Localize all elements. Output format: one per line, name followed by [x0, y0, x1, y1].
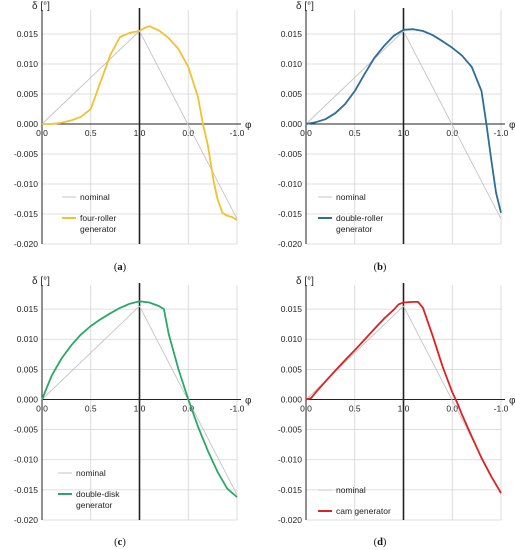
legend-label-generator: cam generator: [336, 506, 391, 516]
generator-series-line: [41, 300, 238, 498]
y-tick-label: -0.005: [14, 425, 38, 435]
y-tick-label: -0.015: [278, 209, 302, 219]
chart-panel-c: 0.015 0.010 0.005 0.000 -0.005 -0.010 -0.015 -0…: [14, 276, 252, 548]
y-tick-label: 0.005: [281, 364, 303, 374]
x-axis-label: φ: [509, 120, 515, 131]
y-tick-label: -0.020: [14, 239, 38, 249]
y-tick-label: 0.005: [281, 89, 303, 99]
legend-label-generator: double-roller generator: [336, 213, 383, 234]
y-tick-label: 0.015: [281, 29, 303, 39]
x-axis-label: φ: [245, 120, 252, 131]
panel-caption: (b): [374, 262, 387, 273]
generator-series-line: [305, 28, 502, 214]
x-tick-label: 0.0: [300, 403, 312, 413]
nominal-series-line: [305, 30, 502, 220]
x-tick-label: -1.0: [230, 403, 245, 413]
generator-series-line: [305, 300, 502, 494]
y-axis-label: δ [°]: [32, 1, 50, 12]
legend: nominal cam generator: [318, 485, 391, 516]
x-tick-label: 0.5: [349, 403, 361, 413]
y-tick-label: 0.010: [281, 59, 303, 69]
chart-panel-d: 0.015 0.010 0.005 0.000 -0.005 -0.010 -0.015 -0…: [278, 276, 515, 548]
legend: nominal four-roller generator: [62, 192, 117, 234]
x-tick-label: -1.0: [494, 128, 509, 138]
generator-series-line: [42, 25, 238, 221]
legend-label-generator: four-roller generator: [80, 213, 117, 234]
x-tick-label: 1.0: [398, 128, 410, 138]
y-axis-label: δ [°]: [296, 1, 314, 12]
x-axis-label: φ: [245, 395, 252, 406]
chart-panel-a: 0.015 0.010 0.005 0.000 -0.005 -0.010 -0.015 -0…: [14, 1, 252, 273]
y-tick-label: 0.005: [17, 89, 39, 99]
y-tick-label: 0.000: [17, 394, 39, 404]
y-axis-label: δ [°]: [296, 276, 314, 287]
y-tick-label: -0.005: [278, 149, 302, 159]
panel-caption: (a): [114, 262, 127, 273]
y-tick-label: 0.000: [281, 394, 303, 404]
legend-label-nominal: nominal: [76, 468, 106, 478]
y-tick-label: -0.010: [14, 455, 38, 465]
y-tick-label: 0.015: [281, 304, 303, 314]
y-tick-label: -0.005: [278, 425, 302, 435]
y-tick-label: -0.020: [14, 515, 38, 525]
x-tick-label: 0.0: [300, 128, 312, 138]
y-tick-label: 0.015: [17, 29, 39, 39]
y-axis-label: δ [°]: [32, 276, 50, 287]
y-tick-label: 0.010: [17, 59, 39, 69]
x-tick-label: 0.5: [349, 128, 361, 138]
y-tick-label: -0.015: [278, 485, 302, 495]
y-tick-label: -0.010: [14, 179, 38, 189]
y-tick-label: -0.020: [278, 515, 302, 525]
x-tick-label: 0.0: [182, 403, 194, 413]
y-tick-label: -0.005: [14, 149, 38, 159]
x-tick-label: 0.0: [446, 128, 458, 138]
x-tick-label: 0.0: [36, 128, 48, 138]
y-tick-label: 0.010: [17, 334, 39, 344]
x-tick-label: 1.0: [398, 403, 410, 413]
y-tick-label: 0.005: [17, 364, 39, 374]
y-tick-label: 0.015: [17, 304, 39, 314]
panel-caption: (c): [114, 537, 126, 548]
x-tick-label: 0.0: [182, 128, 194, 138]
y-tick-label: 0.000: [281, 119, 303, 129]
legend-label-nominal: nominal: [336, 485, 366, 495]
legend: nominal double-roller generator: [318, 192, 383, 234]
legend-label-nominal: nominal: [80, 192, 110, 202]
x-tick-label: 0.5: [85, 403, 97, 413]
nominal-series-line: [41, 305, 238, 495]
x-tick-label: -1.0: [494, 403, 509, 413]
y-tick-label: -0.015: [14, 209, 38, 219]
y-tick-label: -0.010: [278, 455, 302, 465]
x-tick-label: 0.0: [446, 403, 458, 413]
y-tick-label: -0.020: [278, 239, 302, 249]
y-tick-label: 0.000: [17, 119, 39, 129]
x-tick-label: -1.0: [230, 128, 245, 138]
x-tick-label: 0.0: [36, 403, 48, 413]
y-tick-label: 0.010: [281, 334, 303, 344]
x-axis-label: φ: [509, 395, 515, 406]
x-tick-label: 1.0: [134, 403, 146, 413]
legend-label-nominal: nominal: [336, 192, 366, 202]
chart-panel-b: 0.015 0.010 0.005 0.000 -0.005 -0.010 -0.015 -0…: [278, 1, 515, 273]
x-tick-label: 0.5: [85, 128, 97, 138]
legend: nominal double-disk generator: [58, 468, 120, 510]
legend-label-generator: double-disk generator: [76, 489, 120, 510]
panel-caption: (d): [374, 537, 387, 548]
y-tick-label: -0.015: [14, 485, 38, 495]
y-tick-label: -0.010: [278, 179, 302, 189]
x-tick-label: 1.0: [134, 128, 146, 138]
